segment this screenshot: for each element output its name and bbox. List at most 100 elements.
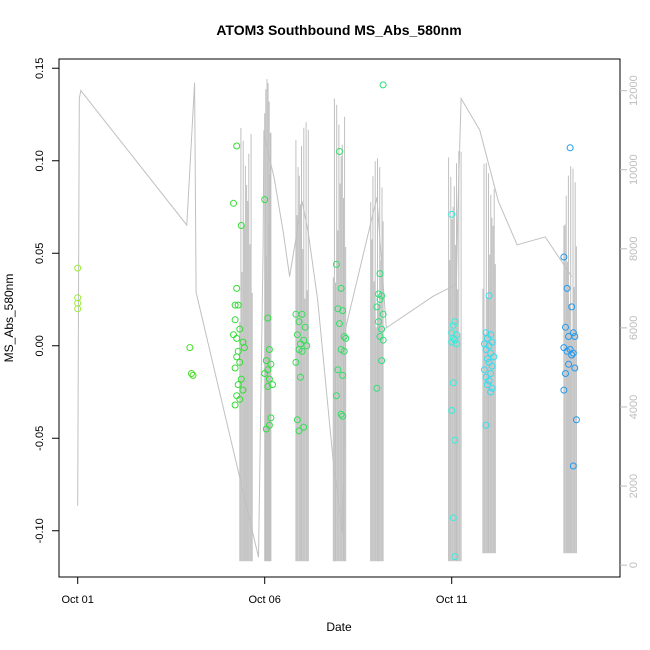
plot-frame — [58, 58, 621, 578]
data-point — [264, 383, 272, 390]
data-point — [449, 379, 457, 387]
data-point — [334, 366, 342, 374]
data-point — [300, 423, 308, 431]
data-point — [265, 346, 273, 353]
data-point — [236, 325, 244, 333]
line-series-burst — [448, 151, 462, 562]
x-tick-label: Oct 01 — [61, 594, 93, 606]
data-point — [451, 553, 459, 561]
data-point — [231, 401, 239, 409]
data-point — [239, 386, 247, 394]
data-point — [293, 416, 301, 424]
data-point — [488, 384, 496, 392]
data-point — [292, 358, 300, 366]
data-point — [566, 144, 574, 152]
data-point — [560, 386, 568, 394]
data-point — [487, 370, 495, 377]
y-axis-label: MS_Abs_580nm — [2, 274, 16, 363]
data-point — [339, 307, 347, 315]
data-point — [233, 334, 241, 342]
right-axis-line-series — [77, 79, 577, 562]
y2-tick-label: 4000 — [628, 395, 640, 419]
data-point — [451, 318, 459, 326]
y-tick-label: 0.05 — [34, 243, 46, 264]
data-point — [74, 264, 82, 272]
data-point — [448, 407, 456, 414]
y-tick-label: -0.05 — [34, 426, 46, 451]
data-point — [230, 331, 237, 339]
data-point — [237, 375, 245, 383]
data-point — [336, 320, 343, 328]
x-axis: Oct 01 Oct 06 Oct 11 — [61, 576, 468, 606]
data-point — [332, 260, 340, 268]
data-point — [375, 318, 382, 326]
line-series-burst — [332, 98, 347, 562]
data-point — [484, 334, 491, 342]
data-point — [490, 353, 498, 361]
data-point — [334, 305, 342, 313]
y2-tick-label: 2000 — [628, 474, 640, 498]
data-point — [231, 364, 239, 372]
x-tick-label: Oct 11 — [436, 594, 468, 606]
data-point — [262, 425, 270, 433]
data-point — [297, 373, 304, 381]
line-series-path — [77, 82, 573, 558]
data-point — [262, 357, 270, 365]
data-point — [301, 323, 309, 331]
data-point — [340, 333, 348, 340]
data-point — [488, 362, 496, 370]
data-point — [230, 199, 237, 207]
data-point — [379, 310, 387, 318]
data-point — [562, 323, 569, 331]
data-point — [237, 222, 245, 229]
data-point — [571, 364, 579, 372]
data-point — [482, 346, 490, 353]
data-point — [482, 421, 490, 429]
scatter-points — [74, 81, 580, 561]
data-point — [231, 316, 239, 324]
data-point — [269, 381, 276, 389]
data-point — [342, 334, 350, 342]
data-point — [480, 366, 488, 374]
data-point — [563, 347, 571, 355]
data-point — [560, 253, 568, 261]
data-point — [376, 270, 384, 278]
y2-tick-label: 10000 — [628, 154, 640, 185]
data-point — [563, 284, 571, 292]
data-point — [231, 301, 239, 309]
data-point — [448, 338, 456, 346]
line-series-burst — [563, 166, 577, 554]
y-axis: -0.10 -0.05 0.00 0.05 0.10 0.15 — [34, 58, 59, 543]
data-point — [332, 392, 340, 400]
data-point — [234, 381, 242, 389]
data-point — [337, 410, 345, 418]
data-point — [236, 395, 244, 403]
data-point — [233, 284, 241, 292]
data-point — [234, 301, 242, 309]
data-point — [373, 303, 381, 311]
data-point — [233, 142, 241, 150]
data-point — [298, 310, 306, 318]
data-point — [487, 388, 495, 396]
data-point — [188, 370, 195, 377]
data-point — [373, 384, 381, 392]
data-point — [562, 370, 569, 377]
data-point — [267, 414, 275, 422]
data-point — [569, 329, 577, 337]
data-point — [485, 377, 493, 385]
data-point — [568, 303, 576, 311]
data-point — [565, 360, 573, 368]
data-point — [378, 325, 386, 333]
data-point — [74, 305, 82, 313]
data-point — [379, 81, 387, 89]
data-point — [484, 381, 491, 389]
data-point — [484, 355, 491, 363]
data-point — [233, 353, 241, 361]
y-tick-label: 0.10 — [34, 150, 46, 171]
y2-tick-label: 8000 — [628, 237, 640, 261]
data-point — [449, 334, 457, 342]
data-point — [295, 318, 303, 326]
x-tick-label: Oct 06 — [248, 594, 280, 606]
y-tick-label: 0.15 — [34, 58, 46, 79]
